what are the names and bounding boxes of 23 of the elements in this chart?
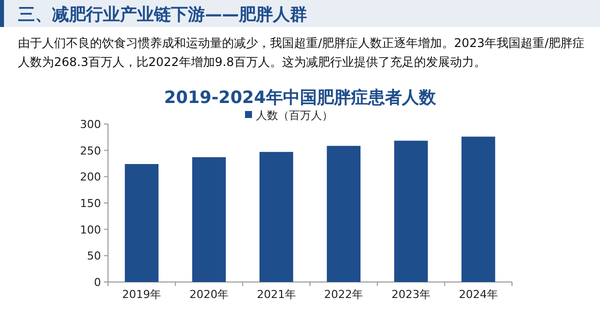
x-tick-label: 2020年 <box>190 288 228 301</box>
bar <box>192 157 226 282</box>
x-tick-label: 2023年 <box>392 288 430 301</box>
bar <box>124 164 158 282</box>
y-tick-label: 150 <box>80 197 101 210</box>
x-tick-label: 2019年 <box>122 288 162 301</box>
text: 三、减肥行业产业链下游——肥胖人群 <box>18 4 307 26</box>
chart-title: 2019-2024年中国肥胖症患者人数 <box>164 88 437 108</box>
bar <box>326 146 360 282</box>
y-tick-label: 250 <box>80 144 101 158</box>
y-tick-label: 200 <box>80 170 101 184</box>
y-tick-label: 0 <box>94 276 101 289</box>
y-tick-label: 300 <box>80 118 101 131</box>
y-tick-label: 100 <box>80 223 101 236</box>
text: 由于人们不良的饮食习惯养成和运动量的减少，我国超重/肥胖症人数正逐年增加。2023年我国超重/肥胖症人数为268.3百万人，比2022年增加9.8百万人。这为减肥行业提供了充足的发展动力。 <box>18 35 586 71</box>
x-tick-label: 2022年 <box>324 288 364 301</box>
x-tick-label: 2021年 <box>256 288 296 301</box>
y-tick-label: 50 <box>87 250 101 263</box>
bar <box>260 152 294 282</box>
bar <box>394 140 428 282</box>
bar <box>462 136 496 282</box>
x-tick-label: 2024年 <box>458 288 498 301</box>
legend: 人数（百万人） <box>245 109 333 122</box>
